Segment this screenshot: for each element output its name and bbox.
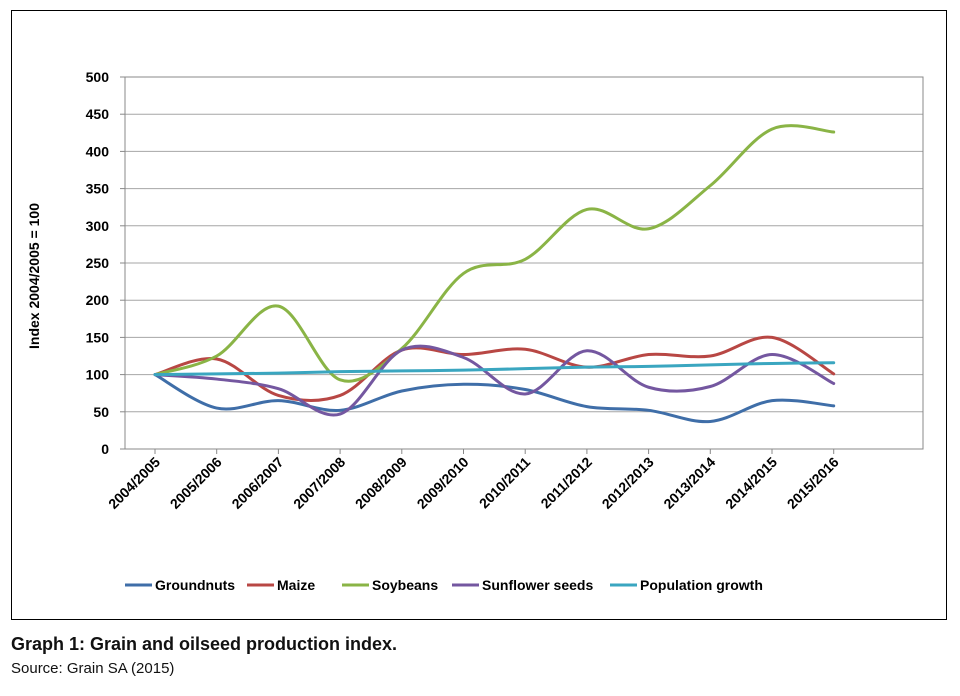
chart-frame: 0 50 100 150 200 250 300 350 400 450 500 2004/2005… — [11, 10, 947, 620]
y-axis-label: Index 2004/2005 = 100 — [26, 203, 42, 349]
y-tick-label: 350 — [86, 181, 110, 197]
y-tick-labels: 0 50 100 150 200 250 300 350 400 450 500 — [86, 69, 110, 457]
y-tick-label: 250 — [86, 255, 110, 271]
y-tick-label: 450 — [86, 106, 110, 122]
x-tick-label: 2008/2009 — [352, 454, 410, 512]
legend-label-sunflower-seeds: Sunflower seeds — [482, 577, 593, 593]
y-tick-label: 50 — [93, 404, 109, 420]
y-tick-label: 300 — [86, 218, 110, 234]
y-tick-label: 0 — [101, 441, 109, 457]
figure-source: Source: Grain SA (2015) — [11, 660, 175, 677]
axes — [120, 76, 924, 454]
series-line-population-growth — [153, 361, 836, 377]
x-tick-label: 2013/2014 — [660, 454, 718, 512]
y-tick-label: 100 — [86, 367, 110, 383]
legend-label-groundnuts: Groundnuts — [155, 577, 235, 593]
y-tick-label: 400 — [86, 143, 110, 159]
series-line-maize — [153, 335, 836, 403]
series-line-soybeans — [153, 124, 836, 383]
legend: Groundnuts Maize Soybeans Sunflower seeds Po… — [125, 577, 763, 593]
series-lines — [153, 124, 836, 424]
legend-label-population-growth: Population growth — [640, 577, 763, 593]
legend-label-maize: Maize — [277, 577, 315, 593]
x-tick-label: 2011/2012 — [537, 454, 595, 512]
x-tick-label: 2007/2008 — [290, 454, 348, 512]
x-tick-label: 2009/2010 — [414, 454, 472, 512]
y-tick-label: 150 — [86, 329, 110, 345]
figure-caption: Graph 1: Grain and oilseed production in… — [11, 634, 398, 654]
x-tick-label: 2012/2013 — [599, 454, 657, 512]
legend-label-soybeans: Soybeans — [372, 577, 438, 593]
y-tick-label: 200 — [86, 292, 110, 308]
x-tick-label: 2015/2016 — [784, 454, 842, 512]
x-tick-label: 2014/2015 — [722, 454, 780, 512]
x-tick-label: 2004/2005 — [105, 454, 163, 512]
series-line-sunflower-seeds — [153, 344, 836, 417]
x-tick-labels: 2004/2005 2005/2006 2006/2007 2007/2008 2008… — [105, 454, 842, 512]
y-tick-label: 500 — [86, 69, 110, 85]
x-tick-label: 2010/2011 — [476, 454, 534, 512]
series-line-groundnuts — [153, 373, 836, 424]
x-tick-label: 2006/2007 — [228, 454, 286, 512]
x-tick-label: 2005/2006 — [167, 454, 225, 512]
line-chart: 0 50 100 150 200 250 300 350 400 450 500 2004/2005… — [26, 69, 924, 593]
plot-area-border — [124, 76, 924, 450]
